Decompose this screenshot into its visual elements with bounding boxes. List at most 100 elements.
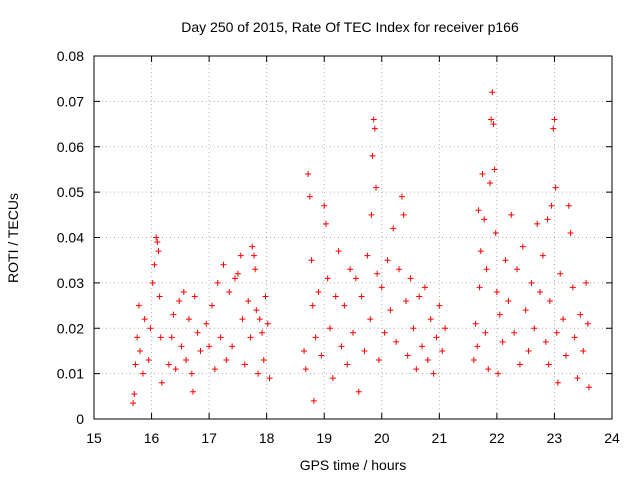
- data-point: [229, 343, 236, 350]
- data-point: [552, 184, 559, 191]
- data-point: [490, 121, 497, 128]
- data-point: [585, 384, 592, 391]
- data-point: [329, 375, 336, 382]
- data-point: [485, 366, 492, 373]
- y-tick-label: 0.03: [57, 275, 84, 291]
- data-point: [157, 334, 164, 341]
- data-point: [134, 334, 141, 341]
- data-point: [553, 329, 560, 336]
- data-point: [574, 375, 581, 382]
- data-point: [220, 261, 227, 268]
- data-point: [472, 320, 479, 327]
- data-point: [571, 334, 578, 341]
- data-point: [141, 316, 148, 323]
- data-point: [341, 302, 348, 309]
- data-point: [373, 184, 380, 191]
- data-point: [154, 239, 161, 246]
- data-point: [560, 316, 567, 323]
- data-point: [580, 347, 587, 354]
- data-point: [253, 307, 260, 314]
- data-point: [511, 329, 518, 336]
- data-point: [310, 397, 317, 404]
- data-point: [407, 275, 414, 282]
- data-point: [436, 302, 443, 309]
- grid-lines: [94, 56, 612, 419]
- y-tick-label: 0.08: [57, 48, 84, 64]
- data-point: [203, 320, 210, 327]
- data-point: [442, 325, 449, 332]
- data-point: [251, 252, 258, 259]
- data-point: [367, 316, 374, 323]
- data-point: [312, 334, 319, 341]
- data-point: [427, 316, 434, 323]
- data-point: [241, 361, 248, 368]
- data-point: [542, 338, 549, 345]
- data-point: [545, 361, 552, 368]
- data-point: [185, 316, 192, 323]
- x-tick-label: 17: [201, 430, 217, 446]
- data-point: [308, 257, 315, 264]
- data-point: [158, 379, 165, 386]
- data-point: [528, 279, 535, 286]
- data-point: [565, 202, 572, 209]
- data-point: [255, 370, 262, 377]
- data-point: [475, 207, 482, 214]
- data-point: [153, 234, 160, 241]
- data-point: [410, 325, 417, 332]
- data-point: [416, 293, 423, 300]
- data-point: [234, 270, 241, 277]
- data-point: [499, 338, 506, 345]
- data-point: [260, 357, 267, 364]
- data-point: [569, 284, 576, 291]
- data-point: [145, 357, 152, 364]
- data-point: [390, 225, 397, 232]
- data-point: [247, 334, 254, 341]
- data-point: [482, 329, 489, 336]
- data-point: [183, 357, 190, 364]
- data-point: [194, 329, 201, 336]
- data-point: [584, 320, 591, 327]
- data-point: [370, 116, 377, 123]
- data-point: [197, 347, 204, 354]
- data-point: [232, 275, 239, 282]
- data-point: [371, 125, 378, 132]
- data-point: [398, 193, 405, 200]
- data-point: [135, 302, 142, 309]
- data-point: [214, 279, 221, 286]
- data-point: [583, 279, 590, 286]
- data-point: [172, 366, 179, 373]
- y-tick-label: 0.05: [57, 184, 84, 200]
- data-point: [211, 366, 218, 373]
- data-point: [483, 266, 490, 273]
- data-point: [400, 211, 407, 218]
- data-point: [245, 298, 252, 305]
- data-point: [396, 266, 403, 273]
- data-point: [430, 370, 437, 377]
- data-point: [375, 357, 382, 364]
- data-point: [364, 252, 371, 259]
- data-point: [206, 343, 213, 350]
- data-point: [548, 202, 555, 209]
- data-point: [531, 325, 538, 332]
- data-point: [492, 229, 499, 236]
- data-point: [256, 316, 263, 323]
- data-point: [149, 279, 156, 286]
- data-point: [309, 302, 316, 309]
- data-point: [130, 400, 137, 407]
- data-point: [252, 266, 259, 273]
- data-point: [539, 252, 546, 259]
- data-point: [470, 357, 477, 364]
- data-point: [525, 347, 532, 354]
- data-point: [481, 216, 488, 223]
- y-tick-label: 0.04: [57, 230, 84, 246]
- data-point: [131, 391, 138, 398]
- data-point: [378, 284, 385, 291]
- data-point: [433, 334, 440, 341]
- chart-title: Day 250 of 2015, Rate Of TEC Index for r…: [181, 19, 519, 35]
- data-point: [321, 202, 328, 209]
- data-point: [402, 298, 409, 305]
- data-point: [476, 284, 483, 291]
- x-axis-label: GPS time / hours: [300, 457, 407, 473]
- data-point: [335, 248, 342, 255]
- data-point: [344, 361, 351, 368]
